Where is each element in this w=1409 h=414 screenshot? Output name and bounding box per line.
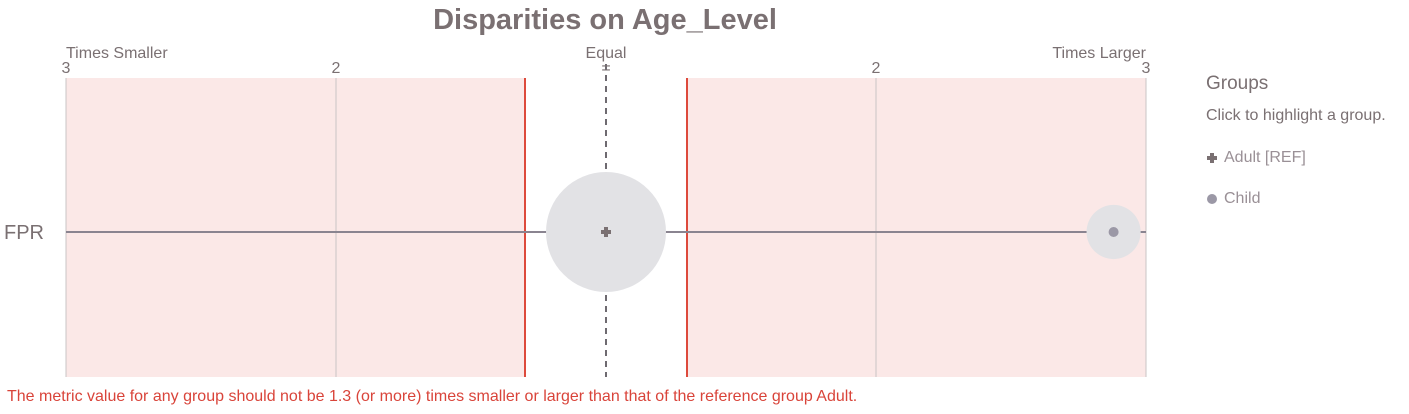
group-markers [601, 227, 1119, 237]
unfair-regions [66, 78, 1146, 377]
legend-item-label: Adult [REF] [1224, 149, 1306, 166]
unfair-region-smaller [66, 78, 525, 377]
x-tick-label: = [601, 60, 610, 77]
legend-item-child[interactable]: Child [1206, 189, 1406, 209]
x-tick-label: 3 [1142, 60, 1151, 77]
gridlines [65, 78, 1147, 377]
reference-group-marker [601, 227, 611, 237]
x-tick-label: 2 [332, 60, 341, 77]
threshold-footnote: The metric value for any group should no… [7, 388, 858, 405]
x-tick-label: 3 [62, 60, 71, 77]
header-label-times-smaller: Times Smaller [66, 45, 168, 62]
header-label-times-larger: Times Larger [1052, 45, 1146, 62]
disparity-chart: Disparities on Age_Level Times Smaller E… [4, 4, 1151, 377]
legend-title: Groups [1206, 73, 1269, 94]
legend-item-label: Child [1224, 190, 1261, 207]
cross-icon [1206, 152, 1218, 164]
chart-title: Disparities on Age_Level [433, 4, 777, 36]
legend-subtitle: Click to highlight a group. [1206, 107, 1386, 124]
x-tick-label: 2 [872, 60, 881, 77]
x-tick-labels: 3 2 = 2 3 [62, 60, 1151, 77]
legend-item-adult[interactable]: Adult [REF] [1206, 148, 1406, 168]
metric-label-fpr: FPR [4, 222, 44, 244]
unfair-region-larger [687, 78, 1146, 377]
threshold-lines [524, 78, 688, 377]
header-label-equal: Equal [586, 45, 627, 62]
dot-icon [1206, 193, 1218, 205]
group-marker [1108, 227, 1119, 237]
groups-legend: Groups Click to highlight a group. Adult… [1206, 72, 1406, 230]
